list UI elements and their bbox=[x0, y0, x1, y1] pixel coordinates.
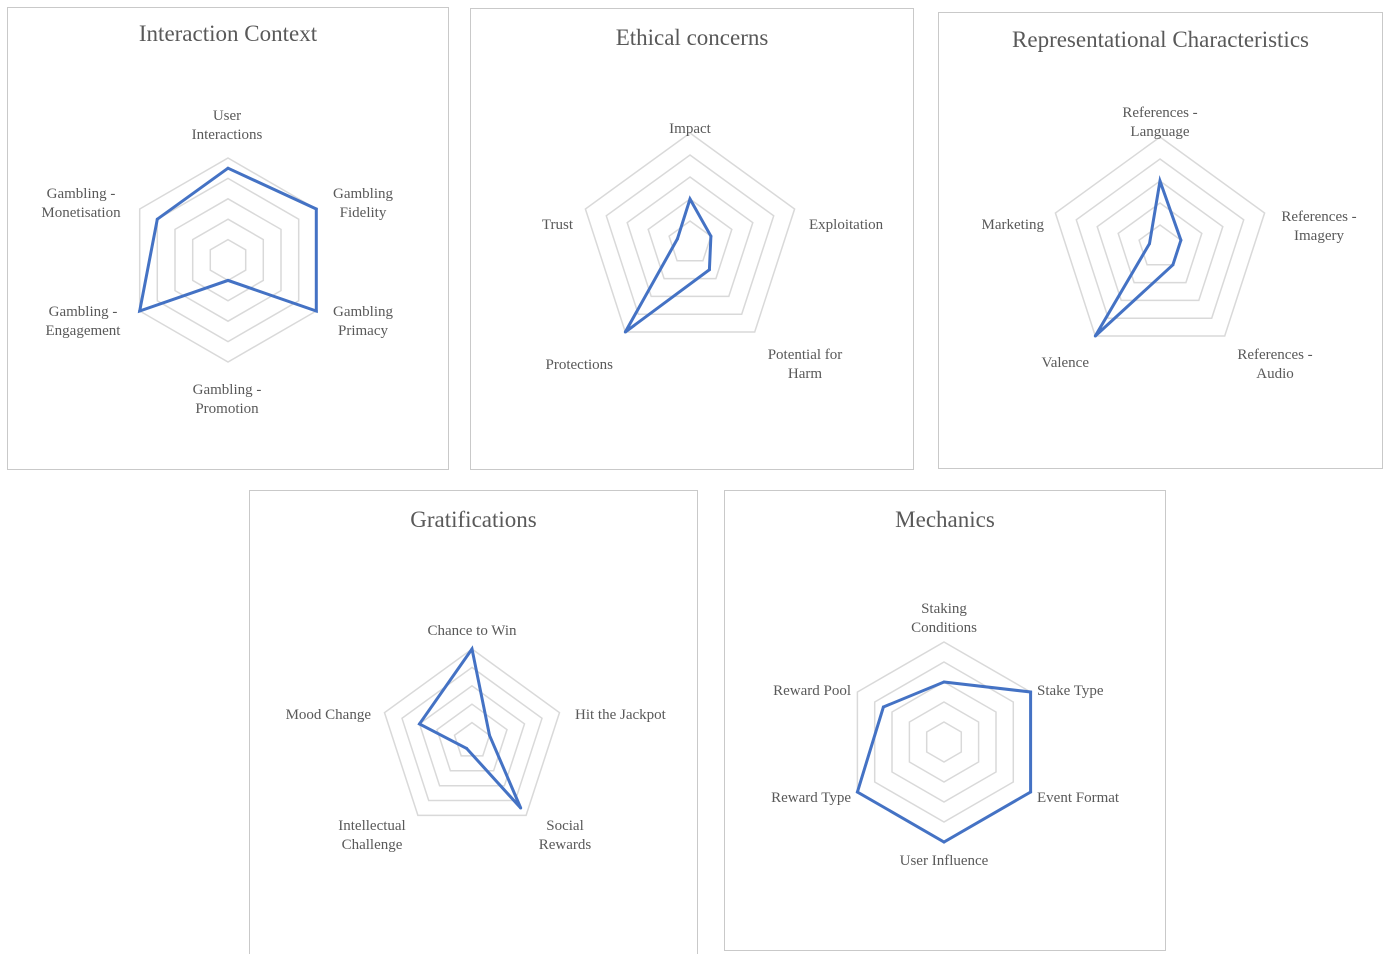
axis-label-chance-to-win: Chance to Win bbox=[427, 623, 517, 639]
grid-ring bbox=[668, 220, 712, 262]
axis-label-exploitation: Exploitation bbox=[809, 217, 884, 233]
grid-ring bbox=[925, 721, 963, 763]
chart-title: Representational Characteristics bbox=[1012, 27, 1309, 52]
grid-ring bbox=[383, 648, 561, 817]
grid-ring bbox=[209, 238, 247, 282]
radar-chart-ethical-concerns: Impact Exploitation Potential for Harm Prote… bbox=[542, 121, 884, 382]
axis-label-reward-pool: Reward Pool bbox=[773, 683, 851, 699]
axis-label-user-interactions: User Interactions bbox=[192, 108, 263, 143]
grid-ring bbox=[453, 721, 491, 757]
data-point-gambling-engagement bbox=[138, 309, 142, 313]
axis-label-valence: Valence bbox=[1042, 355, 1090, 371]
grid-ring bbox=[856, 641, 1032, 843]
data-point-hit-the-jackpot bbox=[488, 733, 491, 737]
axis-label-staking-conditions: Staking Conditions bbox=[911, 601, 977, 636]
axis-label-stake-type: Stake Type bbox=[1037, 683, 1104, 699]
radar-panel-gratifications: Gratifications Chance to Win Hit the Jack… bbox=[249, 490, 698, 954]
axis-label-gambling-monetisation: Gambling -Monetisation bbox=[41, 186, 121, 221]
data-point-references-imagery bbox=[1179, 238, 1183, 242]
grid-ring bbox=[584, 132, 796, 333]
radar-chart-mechanics: Staking Conditions Stake Type Event Format U… bbox=[771, 601, 1120, 869]
radar-chart-gratifications: Chance to Win Hit the Jackpot Social Reward… bbox=[286, 623, 667, 853]
data-point-exploitation bbox=[709, 234, 713, 238]
data-point-references-audio bbox=[1171, 263, 1175, 267]
axis-label-gambling-promotion: Gambling -Promotion bbox=[193, 382, 262, 417]
data-series-line bbox=[623, 195, 713, 334]
data-point-intellectual-challenge bbox=[465, 746, 469, 750]
data-point-chance-to-win bbox=[470, 647, 474, 651]
data-series-line bbox=[1094, 175, 1183, 338]
chart-title: Gratifications bbox=[410, 507, 537, 532]
axis-label-mood-change: Mood Change bbox=[286, 707, 372, 723]
axis-label-potential-for-harm: Potential for Harm bbox=[768, 347, 843, 382]
chart-title: Mechanics bbox=[895, 507, 995, 532]
radar-panel-interaction-context: Interaction Context User Interactions Gamb… bbox=[7, 7, 449, 470]
axis-label-references-imagery: References -Imagery bbox=[1281, 209, 1356, 244]
grid-ring bbox=[873, 661, 1015, 823]
axis-label-hit-the-jackpot: Hit the Jackpot bbox=[575, 707, 667, 723]
data-point-potential-for-harm bbox=[707, 268, 711, 272]
grid-ring bbox=[174, 197, 282, 323]
data-point-social-rewards bbox=[519, 806, 523, 810]
grid-ring bbox=[1054, 136, 1266, 337]
data-point-protections bbox=[623, 330, 627, 334]
grid-ring bbox=[1138, 224, 1182, 266]
grid-ring bbox=[418, 684, 526, 787]
data-point-stake-type bbox=[1029, 690, 1033, 694]
axis-label-gambling-engagement: Gambling -Engagement bbox=[46, 304, 122, 339]
data-point-marketing bbox=[1148, 242, 1151, 246]
radar-panel-mechanics: Mechanics Staking Conditions Stake Type Eve… bbox=[724, 490, 1166, 951]
grid-ring bbox=[626, 176, 754, 298]
axis-label-protections: Protections bbox=[546, 357, 614, 373]
grid-ring bbox=[1117, 202, 1203, 284]
axis-label-gambling-fidelity: Gambling Fidelity bbox=[333, 186, 393, 221]
axis-label-references-audio: References -Audio bbox=[1237, 347, 1312, 382]
axis-label-user-influence: User Influence bbox=[900, 853, 989, 869]
data-point-impact bbox=[688, 197, 692, 201]
axis-label-impact: Impact bbox=[669, 121, 711, 137]
data-point-gambling-primacy bbox=[314, 309, 318, 313]
grid-ring bbox=[1096, 180, 1224, 302]
data-point-gambling-fidelity bbox=[314, 207, 318, 211]
grid-ring bbox=[908, 701, 980, 783]
grid-ring bbox=[891, 681, 997, 803]
axis-label-event-format: Event Format bbox=[1037, 790, 1120, 806]
axis-label-marketing: Marketing bbox=[982, 217, 1045, 233]
data-point-mood-change bbox=[418, 722, 421, 726]
data-point-reward-pool bbox=[881, 705, 885, 709]
data-point-trust bbox=[675, 237, 679, 241]
radar-chart-interaction-context: User Interactions Gambling Fidelity Gambling… bbox=[41, 108, 393, 417]
radar-panel-ethical-concerns: Ethical concerns Impact Exploitation Poten… bbox=[470, 8, 914, 470]
data-series-line bbox=[417, 645, 523, 810]
data-point-gambling-monetisation bbox=[155, 217, 159, 221]
axis-label-social-rewards: Social Rewards bbox=[539, 818, 592, 853]
radar-chart-representational-characteristics: References -Language References -Imagery R… bbox=[982, 105, 1357, 382]
grid-ring bbox=[605, 154, 775, 315]
data-point-references-language bbox=[1158, 179, 1162, 183]
data-point-valence bbox=[1093, 334, 1097, 338]
grid-ring bbox=[401, 666, 543, 802]
data-point-gambling-promotion bbox=[226, 278, 230, 282]
grid-ring bbox=[647, 198, 733, 280]
axis-label-trust: Trust bbox=[542, 217, 574, 233]
data-point-event-format bbox=[1029, 790, 1033, 794]
axis-label-intellectual-challenge: Intellectual Challenge bbox=[338, 818, 405, 853]
radar-panel-representational-characteristics: Representational Characteristics Referen… bbox=[938, 12, 1383, 469]
grid-ring bbox=[191, 218, 265, 302]
data-point-user-influence bbox=[942, 840, 946, 844]
grid-ring bbox=[1075, 158, 1245, 319]
axis-label-reward-type: Reward Type bbox=[771, 790, 851, 806]
data-point-staking-conditions bbox=[942, 680, 946, 684]
data-point-user-interactions bbox=[226, 166, 230, 170]
data-point-reward-type bbox=[855, 790, 859, 794]
grid-ring bbox=[138, 157, 318, 363]
chart-title: Ethical concerns bbox=[615, 25, 769, 50]
axis-label-gambling-primacy: Gambling Primacy bbox=[333, 304, 393, 339]
grid-ring bbox=[436, 703, 508, 772]
axis-label-references-language: References -Language bbox=[1122, 105, 1197, 140]
chart-title: Interaction Context bbox=[138, 21, 318, 46]
